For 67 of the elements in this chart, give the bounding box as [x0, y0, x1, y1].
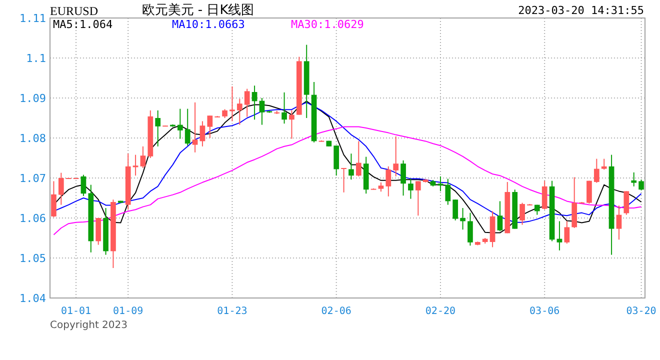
candlestick	[200, 120, 206, 147]
candlestick	[184, 108, 190, 146]
y-tick-label: 1.11	[20, 12, 46, 25]
candlestick	[452, 199, 458, 221]
candlestick	[282, 92, 287, 124]
candlestick	[378, 182, 384, 192]
candlestick	[594, 158, 600, 184]
candlestick	[564, 220, 570, 244]
candlestick	[586, 180, 592, 204]
x-tick-label: 01-01	[60, 306, 92, 317]
candlestick	[556, 220, 562, 251]
y-tick-label: 1.08	[20, 132, 46, 145]
candlestick	[80, 174, 86, 196]
candlestick	[616, 205, 622, 240]
y-tick-label: 1.06	[20, 212, 46, 225]
candlestick	[259, 98, 265, 126]
candlestick	[542, 180, 548, 210]
candlestick	[207, 115, 213, 138]
candlestick	[252, 85, 258, 120]
candlestick	[497, 200, 503, 232]
y-tick-label: 1.1	[26, 52, 46, 65]
candlestick	[460, 208, 466, 230]
y-tick-label: 1.04	[20, 292, 46, 305]
candlestick	[177, 108, 183, 140]
candlestick	[393, 136, 399, 177]
x-tick-label: 02-06	[321, 306, 352, 317]
candlestick	[289, 110, 294, 140]
candlestick	[520, 202, 525, 226]
candlestick	[192, 102, 198, 153]
text: 2023-03-20 14:31:55	[518, 4, 644, 17]
text: MA30:1.0629	[291, 18, 364, 31]
candlestick	[155, 110, 161, 147]
x-tick-label: 01-09	[113, 306, 144, 317]
candlestick	[624, 190, 630, 216]
annotation: EURUSD	[50, 4, 98, 18]
candlestick	[400, 160, 406, 196]
candlestick	[58, 172, 64, 206]
candlestick	[438, 176, 444, 192]
candlestick	[96, 218, 102, 246]
candlestick	[230, 86, 235, 122]
candlestick	[356, 140, 362, 177]
candlestick	[386, 166, 392, 197]
y-tick-label: 1.09	[20, 92, 46, 105]
text: MA5:1.064	[53, 18, 113, 31]
text: MA10:1.0663	[172, 18, 245, 31]
candlestick	[408, 178, 414, 200]
chart-title: 欧元美元 - 日K线图	[142, 2, 254, 18]
candlestick	[244, 88, 250, 118]
x-tick-label: 03-20	[626, 306, 656, 317]
candlestick	[236, 98, 242, 126]
candlestick	[638, 179, 644, 191]
candlestick	[631, 172, 637, 187]
text: Copyright 2023	[50, 320, 128, 331]
candlestick	[468, 212, 473, 246]
candlestick	[341, 168, 346, 193]
candlestick	[415, 180, 421, 216]
x-tick-label: 03-06	[530, 306, 560, 317]
candlestick	[140, 146, 146, 168]
candlestick	[51, 180, 56, 218]
x-tick-label: 01-23	[217, 306, 248, 317]
candlestick	[348, 153, 354, 180]
candlestick	[445, 178, 451, 206]
y-tick-label: 1.05	[20, 252, 46, 265]
candlestick	[601, 158, 607, 170]
y-tick-label: 1.07	[20, 172, 46, 185]
x-tick-label: 02-20	[425, 306, 456, 317]
candlestick	[334, 145, 340, 176]
